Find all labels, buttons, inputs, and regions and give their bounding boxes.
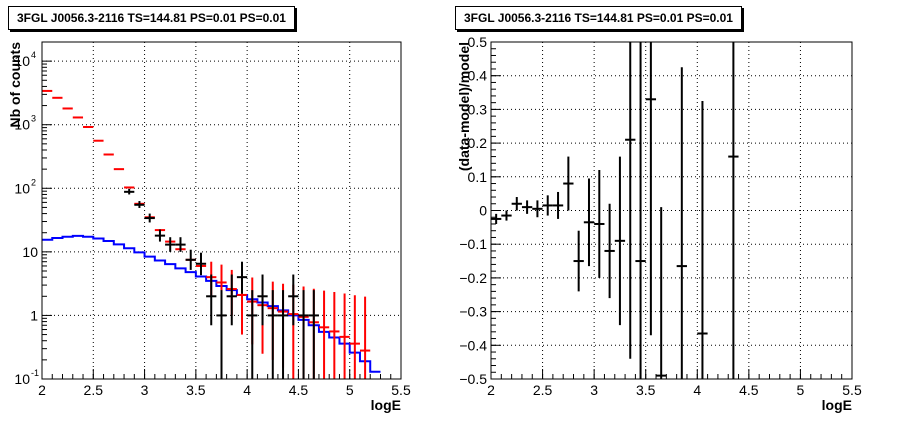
y-axis-title: Nb of counts	[7, 42, 23, 128]
y-tick-label: −0.1	[459, 236, 487, 252]
residual-plot: 2 2.5 3 3.5 4 4.5 5 5.5 −0.5 −0.4 −0.3 −0.2 −0.1 0 0.1…	[456, 34, 862, 413]
y-tick-label: 10	[14, 53, 30, 69]
x-tick-label: 4.5	[289, 382, 309, 398]
x-tick-label: 4	[693, 382, 701, 398]
y-tick-label: −0.4	[459, 337, 487, 353]
plot-frame	[41, 41, 402, 380]
x-tick-label: 4.5	[739, 382, 759, 398]
y-tick-label: 0.3	[468, 101, 488, 117]
x-tick-label: 5.5	[842, 382, 862, 398]
y-tick-label: 0.4	[468, 68, 488, 84]
plot-frame	[490, 41, 853, 380]
y-tick-label: 10	[14, 371, 30, 387]
x-tick-label: 3	[590, 382, 598, 398]
y-tick-exponent: 2	[31, 177, 36, 187]
y-tick-label: −0.3	[459, 304, 487, 320]
x-tick-label: 2.5	[84, 382, 104, 398]
y-tick-label: 0	[479, 203, 487, 219]
x-tick-label: 3.5	[636, 382, 656, 398]
y-tick-label: 0.5	[468, 34, 488, 50]
left-plot-title: 3FGL J0056.3-2116 TS=144.81 PS=0.01 PS=0…	[8, 6, 295, 30]
x-axis-title: logE	[822, 397, 852, 413]
x-tick-label: 4	[243, 382, 251, 398]
y-tick-label: 0.1	[468, 169, 488, 185]
y-tick-label: 0.2	[468, 135, 488, 151]
x-tick-label: 5	[346, 382, 354, 398]
x-tick-label: 2	[487, 382, 495, 398]
y-tick-label: 10	[14, 117, 30, 133]
x-tick-label: 5.5	[391, 382, 411, 398]
y-tick-exponent: 3	[31, 114, 36, 124]
x-tick-label: 2.5	[533, 382, 553, 398]
right-plot-title: 3FGL J0056.3-2116 TS=144.81 PS=0.01 PS=0…	[455, 6, 742, 30]
y-tick-label: −0.2	[459, 270, 487, 286]
y-tick-label: 1	[30, 307, 38, 323]
x-tick-label: 3.5	[186, 382, 206, 398]
y-tick-label: 10	[22, 244, 38, 260]
y-tick-label: 10	[14, 180, 30, 196]
y-axis-title: (data-model)/model	[456, 42, 472, 171]
y-tick-exponent: 4	[31, 50, 36, 60]
x-tick-label: 5	[797, 382, 805, 398]
x-axis-title: logE	[371, 397, 401, 413]
y-tick-exponent: -1	[31, 368, 39, 378]
x-tick-label: 2	[38, 382, 46, 398]
x-tick-label: 3	[141, 382, 149, 398]
y-tick-label: −0.5	[459, 371, 487, 387]
